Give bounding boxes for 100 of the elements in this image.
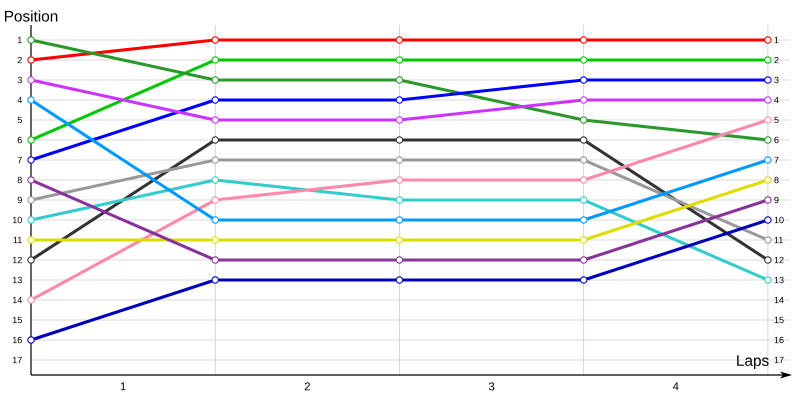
y2-tick-label: 8 bbox=[774, 176, 779, 184]
point bbox=[764, 136, 772, 144]
point bbox=[764, 156, 772, 164]
point bbox=[764, 236, 772, 244]
point bbox=[580, 136, 588, 144]
point bbox=[211, 96, 219, 104]
point bbox=[396, 176, 404, 184]
point bbox=[396, 116, 404, 124]
point bbox=[764, 36, 772, 44]
x-tick-label: 1 bbox=[120, 382, 126, 390]
point bbox=[764, 196, 772, 204]
y2-tick-label: 2 bbox=[774, 56, 779, 64]
point bbox=[211, 136, 219, 144]
y-tick-label: 10 bbox=[12, 216, 22, 224]
point bbox=[27, 156, 35, 164]
point bbox=[27, 96, 35, 104]
x-tick-label: 4 bbox=[672, 382, 679, 390]
point bbox=[396, 76, 404, 84]
y2-tick-label: 5 bbox=[774, 116, 779, 124]
y-tick-label: 13 bbox=[12, 276, 22, 284]
y2-tick-label: 14 bbox=[774, 296, 784, 304]
x-tick-label: 2 bbox=[304, 382, 310, 390]
y-tick-label: 6 bbox=[18, 136, 22, 144]
point bbox=[211, 36, 219, 44]
y-tick-label: 5 bbox=[18, 116, 22, 124]
y2-tick-label: 17 bbox=[774, 356, 784, 364]
point bbox=[764, 176, 772, 184]
point bbox=[27, 56, 35, 64]
y-tick-label: 14 bbox=[12, 296, 22, 304]
point bbox=[764, 256, 772, 264]
point bbox=[27, 256, 35, 264]
point bbox=[580, 276, 588, 284]
point bbox=[580, 36, 588, 44]
y2-tick-label: 13 bbox=[774, 276, 784, 284]
point bbox=[580, 76, 588, 84]
point bbox=[580, 156, 588, 164]
point bbox=[27, 196, 35, 204]
point bbox=[211, 236, 219, 244]
point bbox=[396, 196, 404, 204]
point bbox=[396, 136, 404, 144]
point bbox=[396, 56, 404, 64]
x-axis-title: Laps bbox=[737, 355, 769, 369]
y2-tick-label: 4 bbox=[774, 96, 779, 104]
point bbox=[211, 76, 219, 84]
point bbox=[764, 96, 772, 104]
point bbox=[580, 96, 588, 104]
x-tick-label: 3 bbox=[488, 382, 494, 390]
point bbox=[764, 76, 772, 84]
y-tick-label: 8 bbox=[18, 176, 22, 184]
point bbox=[211, 276, 219, 284]
point bbox=[396, 36, 404, 44]
y2-tick-label: 10 bbox=[774, 216, 784, 224]
point bbox=[211, 156, 219, 164]
y2-tick-label: 12 bbox=[774, 256, 784, 264]
point bbox=[580, 216, 588, 224]
point bbox=[764, 276, 772, 284]
y-tick-label: 12 bbox=[12, 256, 22, 264]
y2-tick-label: 16 bbox=[774, 336, 784, 344]
point bbox=[27, 296, 35, 304]
point bbox=[27, 76, 35, 84]
y2-tick-label: 7 bbox=[774, 156, 779, 164]
y-tick-label: 9 bbox=[18, 196, 22, 204]
point bbox=[27, 236, 35, 244]
point bbox=[396, 276, 404, 284]
point bbox=[27, 336, 35, 344]
point bbox=[396, 156, 404, 164]
point bbox=[764, 216, 772, 224]
point bbox=[396, 96, 404, 104]
point bbox=[764, 116, 772, 124]
y2-tick-label: 3 bbox=[774, 76, 779, 84]
y2-tick-label: 6 bbox=[774, 136, 779, 144]
y-tick-label: 16 bbox=[12, 336, 22, 344]
point bbox=[580, 236, 588, 244]
point bbox=[580, 176, 588, 184]
point bbox=[211, 196, 219, 204]
point bbox=[27, 176, 35, 184]
point bbox=[580, 116, 588, 124]
point bbox=[580, 256, 588, 264]
point bbox=[396, 216, 404, 224]
y-tick-label: 1 bbox=[18, 36, 22, 44]
y-tick-label: 2 bbox=[18, 56, 22, 64]
y-tick-label: 11 bbox=[14, 236, 22, 244]
point bbox=[211, 256, 219, 264]
point bbox=[396, 256, 404, 264]
y-axis-title: Position bbox=[4, 10, 58, 22]
y-tick-label: 17 bbox=[12, 356, 22, 364]
y-tick-label: 4 bbox=[17, 96, 22, 104]
point bbox=[211, 56, 219, 64]
y-tick-label: 3 bbox=[18, 76, 22, 84]
point bbox=[27, 136, 35, 144]
y2-tick-label: 11 bbox=[774, 236, 783, 244]
point bbox=[396, 236, 404, 244]
point bbox=[27, 216, 35, 224]
y2-tick-label: 15 bbox=[774, 316, 784, 324]
point bbox=[211, 116, 219, 124]
y-tick-label: 7 bbox=[18, 156, 22, 164]
y2-tick-label: 9 bbox=[774, 196, 779, 204]
point bbox=[580, 196, 588, 204]
point bbox=[27, 36, 35, 44]
y2-tick-label: 1 bbox=[774, 36, 779, 44]
